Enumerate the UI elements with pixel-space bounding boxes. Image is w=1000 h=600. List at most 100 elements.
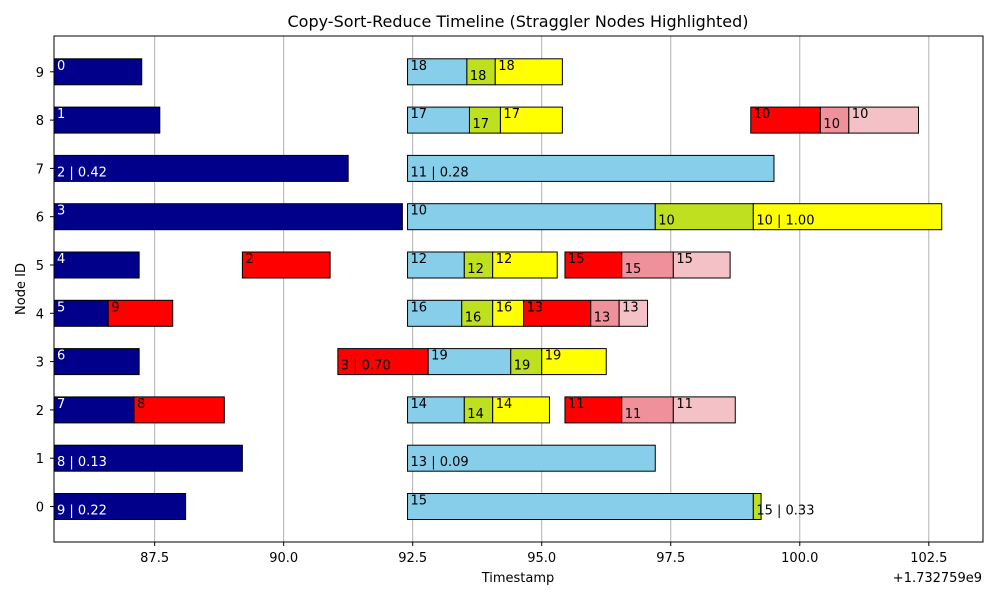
bar-label: 17 [472,117,489,132]
bar-label: 17 [411,107,428,122]
bar-label: 17 [503,107,520,122]
bar-segment-yellow [492,299,525,327]
bar-segment-lime [461,299,494,327]
bar-label: 11 [676,397,693,412]
y-tick-label: 5 [36,259,44,274]
bar-label: 2 [245,252,253,267]
bar-label: 7 [57,397,65,412]
bar-label: 14 [467,407,484,422]
bar-segment-yellow [494,58,563,86]
bar-segment-red [337,348,429,376]
bar-label: 18 [411,59,428,74]
bar-segment-skyblue [407,58,468,86]
bar-segment-navy [53,299,109,327]
bar-label: 9 [111,300,119,315]
bar-segment-rose [621,396,674,424]
bar-label: 12 [496,252,513,267]
bar-label: 15 [411,494,428,509]
bar-segment-red [107,299,174,327]
bar-segment-yellow [541,348,607,376]
bar-label: 16 [496,300,513,315]
bar-label: 10 | 1.00 [756,214,814,229]
bar-label: 16 [465,310,482,325]
y-tick-label-straggler: 6 [36,211,44,226]
bar-segment-navy [53,203,403,231]
bar-label: 5 [57,300,65,315]
bar-segment-yellow [752,203,943,231]
bar-segment-skyblue [407,251,465,279]
bar-segment-navy [53,58,143,86]
bar-segment-red [133,396,225,424]
bar-segment-skyblue [407,299,463,327]
bar-label: 19 [514,359,531,374]
bar-segment-rose [590,299,620,327]
bar-segment-pink [618,299,649,327]
bar-label: 3 | 0.70 [341,359,391,374]
bar-label: 13 [622,300,639,315]
bar-label: 18 [498,59,515,74]
y-tick-label: 8 [36,114,44,129]
bar-label: 11 [625,407,642,422]
y-tick-label-straggler: 0 [36,501,44,516]
bar-label: 2 | 0.42 [57,165,107,180]
bar-segment-pink [672,251,731,279]
bar-label: 10 [754,107,771,122]
bar-segment-lime [510,348,543,376]
bar-segment-yellow [492,396,550,424]
bar-segment-navy [53,154,349,182]
bar-segment-yellow [492,251,558,279]
bar-label: 9 | 0.22 [57,504,107,519]
bar-segment-navy [53,251,140,279]
bar-segment-lime [752,493,762,520]
plot-frame [53,35,984,543]
x-axis-label: Timestamp [481,571,555,586]
bar-label: 12 [411,252,428,267]
bar-label: 8 [137,397,145,412]
bar-label: 3 [57,204,65,219]
bar-segment-skyblue [427,348,512,376]
y-tick-label: 3 [36,356,44,371]
y-tick-label: 4 [36,307,44,322]
bar-label: 19 [431,349,448,364]
bar-label: 8 | 0.13 [57,455,107,470]
bar-segment-skyblue [407,396,465,424]
bar-segment-navy [53,444,243,472]
bar-segments [53,58,943,520]
x-tick-label: 102.5 [910,551,947,566]
bar-label: 16 [411,300,428,315]
x-tick-label: 90.0 [269,551,298,566]
bar-label: 15 [568,252,585,267]
bar-label: 18 [470,69,487,84]
bar-segment-lime [466,58,496,86]
bar-label: 11 [568,397,585,412]
bar-labels: 0 18 18 18 1 1 7 17 17 10 10 10 2 | 0.42 11 | 0.28 3 10… [57,59,868,519]
bar-label: 10 [823,117,840,132]
bar-label: 15 | 0.33 [756,504,814,519]
x-tick-label: 100.0 [781,551,818,566]
bar-label: 14 [411,397,428,412]
bar-label: 10 [852,107,869,122]
bar-segment-red [564,396,623,424]
bar-label: 11 | 0.28 [411,165,469,180]
y-tick-label: 2 [36,404,44,419]
bar-segment-pink [848,106,919,134]
bar-segment-skyblue [407,154,775,182]
bar-label: 13 [527,300,544,315]
bar-segment-skyblue [407,493,754,520]
y-tick-label-straggler: 7 [36,162,44,177]
bar-segment-navy [53,106,161,134]
bar-label: 13 | 0.09 [411,455,469,470]
bar-label: 19 [545,349,562,364]
bar-label: 6 [57,349,65,364]
bar-segment-yellow [499,106,563,134]
bar-label: 10 [658,214,675,229]
bar-label: 0 [57,59,65,74]
bar-segment-red [564,251,623,279]
x-tick-label: 87.5 [140,551,169,566]
bar-label: 14 [496,397,513,412]
bar-label: 15 [676,252,693,267]
chart-title: Copy-Sort-Reduce Timeline (Straggler Nod… [287,12,748,31]
bar-segment-pink [672,396,736,424]
x-tick-label: 97.5 [656,551,685,566]
